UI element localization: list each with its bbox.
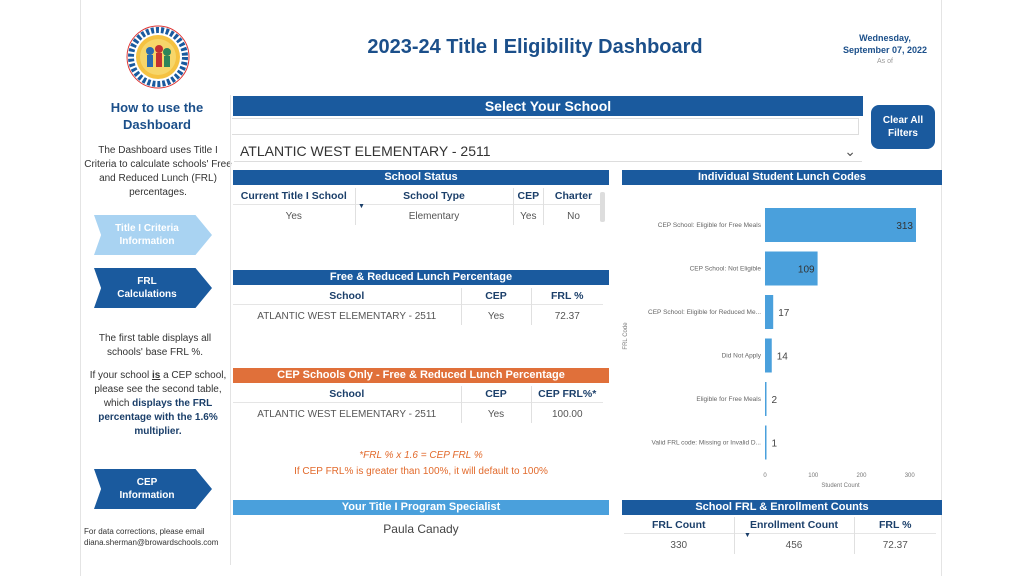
category-label: Eligible for Free Meals [696, 396, 761, 403]
selector-frame [232, 118, 859, 135]
data-label: 313 [896, 221, 913, 232]
x-tick-label: 200 [856, 473, 867, 479]
specialist-header: Your Title I Program Specialist [233, 500, 609, 515]
category-label: Did Not Apply [722, 353, 762, 360]
cell-cep-frl-pct: 100.00 [530, 402, 603, 423]
x-tick-label: 100 [808, 473, 819, 479]
frl-calculations-label: FRL Calculations [117, 276, 177, 300]
enrollment-header: School FRL & Enrollment Counts [622, 500, 942, 515]
cell-frl-pct: 72.37 [530, 304, 603, 325]
data-label: 17 [778, 308, 790, 319]
cell-school-type: Elementary [354, 204, 513, 225]
cep-note-part1: If your school [89, 370, 152, 381]
cell-school: ATLANTIC WEST ELEMENTARY - 2511 [233, 304, 461, 325]
cep-note-part2: a CEP school, please see the second tabl… [94, 370, 227, 409]
sidebar-divider [230, 95, 231, 565]
program-logo [126, 25, 190, 89]
col-frl-pct[interactable]: FRL % [853, 517, 936, 534]
cell-cep: Yes [512, 204, 544, 225]
school-status-table: Current Title I School School Type CEP C… [233, 188, 603, 225]
col-cep-frl-pct[interactable]: CEP FRL%* [530, 386, 603, 403]
cep-note: If your school is a CEP school, please s… [82, 369, 234, 439]
bar [765, 251, 818, 286]
cell-charter: No [543, 204, 603, 225]
cep-formula-note: *FRL % x 1.6 = CEP FRL % If CEP FRL% is … [233, 448, 609, 480]
cell-school: ATLANTIC WEST ELEMENTARY - 2511 [233, 402, 461, 423]
frl-table: School CEP FRL % ATLANTIC WEST ELEMENTAR… [233, 288, 603, 325]
date-weekday: Wednesday, [859, 33, 911, 43]
as-of-label: As of [877, 58, 893, 65]
frl-table-header: Free & Reduced Lunch Percentage [233, 270, 609, 285]
school-dropdown[interactable]: ATLANTIC WEST ELEMENTARY - 2511 ⌄ [234, 140, 862, 162]
lunch-codes-header: Individual Student Lunch Codes [622, 170, 942, 185]
formula-default-note: If CEP FRL% is greater than 100%, it wil… [294, 466, 548, 477]
cell-cep: Yes [460, 402, 531, 423]
chevron-down-icon[interactable]: ⌄ [844, 143, 856, 159]
x-tick-label: 0 [763, 473, 767, 479]
footer-line-1: For data corrections, please email [84, 527, 205, 536]
formula-line: *FRL % x 1.6 = CEP FRL % [359, 450, 483, 461]
data-label: 109 [798, 265, 815, 276]
col-cep[interactable]: CEP [460, 288, 531, 305]
cell-cep: Yes [460, 304, 531, 325]
data-label: 2 [772, 395, 778, 406]
cell-frl-count: 330 [624, 533, 734, 554]
category-label: CEP School: Eligible for Free Meals [658, 222, 762, 229]
specialist-name: Paula Canady [383, 522, 459, 536]
cep-note-bold: displays the FRL percentage with the 1.6… [98, 398, 218, 437]
data-label: 1 [772, 439, 778, 450]
data-label: 14 [777, 352, 789, 363]
x-axis-label: Student Count [821, 483, 860, 489]
bar [765, 208, 916, 242]
cep-information-button[interactable]: CEP Information [94, 469, 212, 509]
cep-table-header: CEP Schools Only - Free & Reduced Lunch … [233, 368, 609, 383]
first-table-note: The first table displays all schools' ba… [98, 333, 212, 358]
date-full: September 07, 2022 [842, 45, 928, 55]
as-of-date: Wednesday, September 07, 2022 As of [830, 32, 940, 68]
y-axis-label: FRL Code [623, 322, 629, 350]
title-i-criteria-label: Title I Criteria Information [115, 223, 179, 247]
school-dropdown-value: ATLANTIC WEST ELEMENTARY - 2511 [240, 143, 491, 159]
enrollment-sort-icon[interactable]: ▼ [744, 532, 751, 539]
footer-email[interactable]: diana.sherman@browardschools.com [84, 538, 219, 547]
col-school[interactable]: School [329, 388, 365, 400]
bar [765, 382, 767, 416]
bar [765, 338, 772, 373]
cell-current-title-i: Yes [233, 204, 355, 225]
page-title: 2023-24 Title I Eligibility Dashboard [367, 36, 703, 58]
col-charter[interactable]: Charter [543, 188, 603, 205]
select-school-header: Select Your School [233, 96, 863, 116]
col-enrollment-count[interactable]: Enrollment Count [733, 517, 854, 534]
school-status-header: School Status [233, 170, 609, 185]
col-cep[interactable]: CEP [460, 386, 531, 403]
cep-information-label: CEP Information [119, 477, 175, 501]
col-current-title-i[interactable]: Current Title I School [240, 190, 347, 202]
bar [765, 425, 767, 460]
title-i-criteria-button[interactable]: Title I Criteria Information [94, 215, 212, 255]
enrollment-table: FRL Count Enrollment Count FRL % 330 456… [624, 517, 936, 554]
bar [765, 295, 774, 329]
how-to-heading: How to use the Dashboard [110, 100, 204, 132]
cep-note-is: is [151, 370, 161, 381]
col-frl-count[interactable]: FRL Count [652, 519, 706, 531]
status-scrollbar[interactable] [600, 192, 605, 222]
cep-table: School CEP CEP FRL%* ATLANTIC WEST ELEME… [233, 386, 603, 423]
intro-text: The Dashboard uses Title I Criteria to c… [84, 145, 232, 198]
frl-calculations-button[interactable]: FRL Calculations [94, 268, 212, 308]
col-school-type[interactable]: School Type [354, 188, 513, 205]
cell-frl-pct: 72.37 [853, 533, 936, 554]
lunch-codes-chart: FRL Code CEP School: Eligible for Free Me… [623, 208, 916, 489]
category-label: CEP School: Eligible for Reduced Me... [648, 309, 761, 316]
col-cep[interactable]: CEP [512, 188, 544, 205]
col-frl-pct[interactable]: FRL % [530, 288, 603, 305]
cell-enrollment-count: 456 [733, 533, 854, 554]
data-corrections-note: For data corrections, please email diana… [84, 526, 234, 548]
category-label: CEP School: Not Eligible [690, 266, 762, 273]
sort-icon[interactable]: ▼ [358, 203, 365, 210]
x-tick-label: 300 [905, 473, 916, 479]
category-label: Valid FRL code: Missing or Invalid D... [652, 440, 762, 447]
clear-all-filters-button[interactable]: Clear All Filters [871, 105, 935, 149]
col-school[interactable]: School [329, 290, 365, 302]
